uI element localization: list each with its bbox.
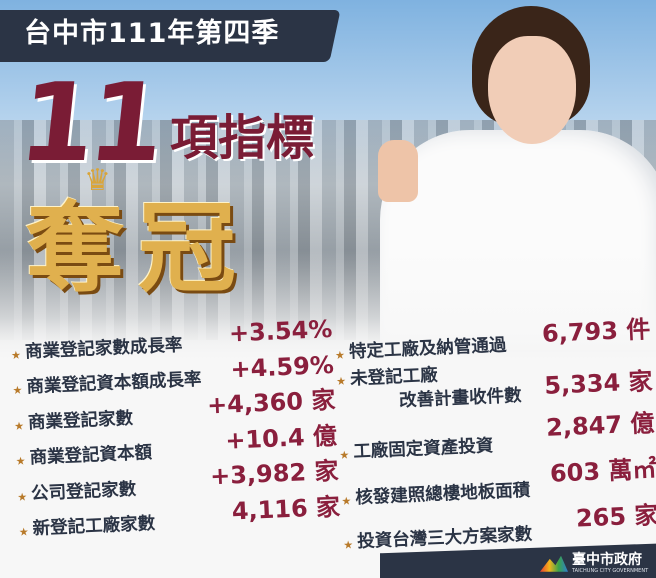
- stat-value: 6,793 件: [541, 315, 651, 348]
- stat-value: +4.59%: [229, 350, 335, 383]
- star-icon: ★: [334, 348, 346, 362]
- right-stats-list: ★ 特定工廠及納管通過 6,793 件 ★ 未登記工廠 改善計畫收件數 5,334 家 ★…: [334, 315, 656, 555]
- headline-suffix: 項指標: [170, 110, 315, 166]
- stat-value: +10.4 億: [224, 421, 338, 455]
- star-icon: ★: [12, 383, 23, 397]
- stat-label: 未登記工廠: [349, 365, 438, 389]
- logo-text-en: TAICHUNG CITY GOVERNMENT: [572, 568, 649, 575]
- stat-sublabel: 改善計畫收件數: [398, 385, 522, 411]
- stat-value: 4,116 家: [231, 492, 341, 525]
- stat-value: 5,334 家: [543, 366, 654, 400]
- stat-label: 公司登記家數: [30, 479, 137, 504]
- content-panel: [0, 250, 656, 578]
- stat-value: 265 家: [575, 500, 656, 533]
- stat-value: +4,360 家: [206, 385, 336, 420]
- stat-value: 2,847 億: [545, 408, 655, 442]
- crown-icon: ♛: [84, 163, 111, 198]
- logo-text-zh: 臺中市政府: [572, 552, 642, 568]
- star-icon: ★: [17, 489, 28, 504]
- star-icon: ★: [343, 537, 354, 552]
- star-icon: ★: [341, 493, 352, 508]
- star-icon: ★: [18, 525, 29, 539]
- title: 台中市111年第四季: [24, 18, 280, 49]
- taichung-government-logo: 臺中市政府 TAICHUNG CITY GOVERNMENT: [540, 552, 649, 575]
- star-icon: ★: [10, 348, 22, 362]
- headline-number: 11: [13, 61, 165, 186]
- person-photo: [360, 0, 656, 350]
- logo-mark-icon: [540, 555, 568, 572]
- star-icon: ★: [13, 418, 25, 433]
- left-stats-list: ★ 商業登記家數成長率 +3.54% ★ 商業登記資本額成長率 +4.59% ★ 商業登記…: [10, 314, 341, 543]
- stat-label: 新登記工廠家數: [32, 513, 156, 540]
- stat-value: +3,982 家: [209, 456, 340, 491]
- headline-main: 奪冠: [26, 192, 251, 306]
- stat-label: 商業登記資本額: [29, 442, 153, 469]
- stat-label: 商業登記家數: [27, 408, 134, 433]
- star-icon: ★: [339, 447, 350, 462]
- thumbs-up-hand: [378, 140, 418, 202]
- star-icon: ★: [335, 374, 347, 388]
- star-icon: ★: [15, 454, 26, 468]
- stat-value: +3.54%: [228, 314, 333, 348]
- stat-value: 603 萬㎡: [549, 454, 656, 488]
- person-face: [488, 36, 576, 144]
